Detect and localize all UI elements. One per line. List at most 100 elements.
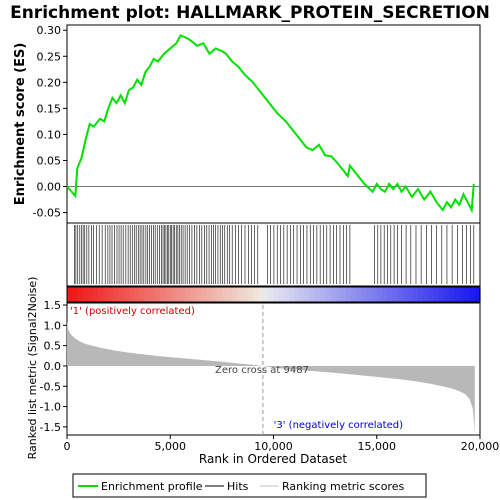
color-bar-segment [433,287,440,302]
legend-box [72,473,427,498]
metric-tick-label: 1.0 [44,319,62,332]
color-bar-segment [361,287,368,302]
color-bar-segment [201,287,207,302]
color-bar-segment [459,287,466,302]
color-bar-segment [139,287,146,302]
color-bar-segment [144,287,151,302]
color-bar-segment [185,287,192,302]
color-bar-segment [387,287,393,302]
color-bar-segment [397,287,404,302]
color-bar-segment [216,287,223,302]
metric-tick-label: 0.5 [44,340,62,353]
legend-metric-label: Ranking metric scores [282,480,404,493]
color-bar-segment [356,287,362,302]
color-bar-border [66,286,481,303]
color-bar-segment [407,287,414,302]
color-bar-segment [221,287,228,302]
color-bar-segment [118,287,125,302]
x-tick-label: 10,000 [254,440,293,453]
color-bar-segment [438,287,445,302]
color-bar-segment [92,287,99,302]
color-bar-segment [206,287,213,302]
color-bar-segment [418,287,424,302]
color-bar-segment [392,287,398,302]
color-bar-segment [412,287,419,302]
es-axis-label: Enrichment score (ES) [13,43,28,206]
color-bar-segment [242,287,249,302]
color-bar-segment [294,287,300,302]
color-bar-segment [134,287,140,302]
es-tick-label: 0.05 [37,154,62,167]
zero-cross-annotation: Zero cross at 9487 [215,365,309,376]
es-axis: -0.05 0.00 0.05 0.10 0.15 0.20 0.25 0.30 [33,24,67,220]
color-bar-segment [325,287,331,302]
color-bar-segment [113,287,120,302]
x-tick-label: 0 [64,440,71,453]
color-bar-segment [252,287,259,302]
es-tick-label: 0.20 [37,76,62,89]
color-bar-segment [330,287,337,302]
color-bar-segment [87,287,94,302]
ranking-metric-area [67,321,475,431]
color-bar-segment [196,287,202,302]
color-bar-segment [227,287,233,302]
color-bar-segment [428,287,435,302]
color-bar-segment [258,287,264,302]
enrichment-profile-line [66,34,475,214]
es-tick-label: 0.15 [37,102,62,115]
color-bar-segment [474,287,481,302]
color-bar-segment [247,287,254,302]
color-bar-segment [263,287,269,302]
es-tick-label: 0.30 [37,24,62,37]
color-bar-segment [366,287,373,302]
color-bar-segment [232,287,238,302]
color-bar-segment [128,287,135,302]
color-bar-segment [350,287,357,302]
color-bar-segment [283,287,290,302]
color-bar-segment [335,287,342,302]
color-bar-segment [72,287,78,302]
color-bar-segment [443,287,450,302]
metric-tick-label: 1.5 [44,299,62,312]
metric-tick-label: 0.0 [44,360,62,373]
color-bar-segment [449,287,455,302]
color-bar-segment [319,287,326,302]
es-tick-label: 0.25 [37,50,62,63]
x-tick-label: 15,000 [358,440,397,453]
color-bar-segment [376,287,383,302]
color-bar-segment [180,287,187,302]
color-bar-segment [402,287,409,302]
color-bar-segment [190,287,197,302]
hit-markers [74,225,475,284]
color-bar-segment [97,287,104,302]
color-bar-segment [149,287,156,302]
color-bar-segment [304,287,311,302]
color-bar-segment [371,287,378,302]
color-bar-segment [464,287,471,302]
color-bar-segment [381,287,388,302]
color-bar-segment [345,287,352,302]
negative-annotation: '3' (negatively correlated) [274,420,403,431]
legend-hits-label: Hits [227,480,249,493]
color-bar-segment [237,287,244,302]
color-bar-segment [469,287,476,302]
hits-panel [66,222,481,287]
color-bar-segment [309,287,316,302]
color-bar-segment [108,287,115,302]
ranked-list-color-bar [66,286,481,303]
chart-title: Enrichment plot: HALLMARK_PROTEIN_SECRET… [10,3,490,23]
es-tick-label: -0.05 [33,207,61,220]
color-bar-segment [299,287,306,302]
color-bar-segment [278,287,285,302]
x-tick-label: 5,000 [155,440,187,453]
es-panel [66,24,481,224]
color-bar-segment [77,287,84,302]
x-tick-label: 20,000 [461,440,500,453]
metric-axis-label: Ranked list metric (Signal2Noise) [26,277,39,460]
es-tick-label: 0.10 [37,128,62,141]
color-bar-segment [170,287,177,302]
x-axis-label: Rank in Ordered Dataset [199,452,347,466]
color-bar-segment [423,287,429,302]
es-tick-label: 0.00 [37,181,62,194]
